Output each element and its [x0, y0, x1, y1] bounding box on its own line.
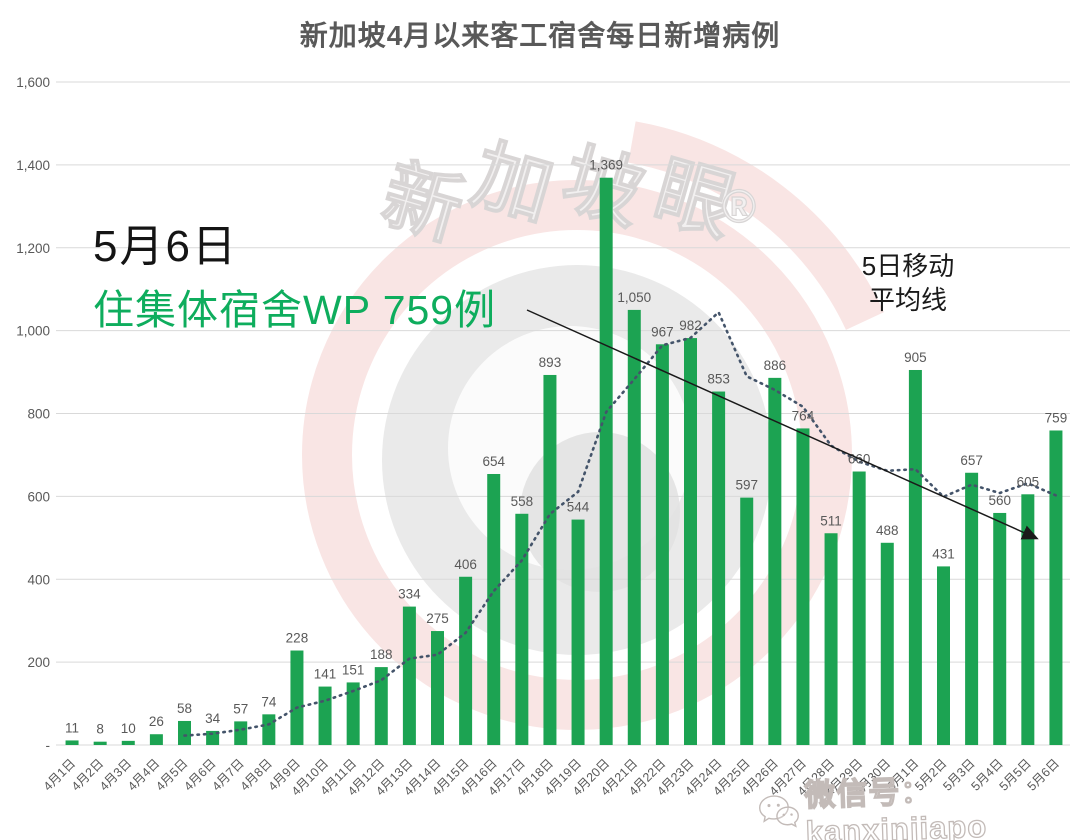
y-tick-label: 1,400	[16, 158, 50, 173]
bar	[262, 714, 276, 745]
wechat-watermark: 微信号：kanxinjiapo	[757, 760, 1080, 840]
bar-value-label: 853	[707, 372, 730, 387]
bar	[234, 721, 248, 745]
wechat-icon	[759, 794, 799, 828]
bar-value-label: 26	[149, 714, 164, 729]
bar	[768, 377, 782, 745]
bar-value-label: 886	[764, 358, 787, 373]
bar-value-label: 188	[370, 647, 393, 662]
bar-value-label: 34	[205, 711, 221, 726]
bar	[655, 344, 669, 745]
registered-mark: ®	[722, 180, 756, 232]
y-tick-label: 600	[27, 489, 50, 504]
bar	[402, 606, 416, 745]
bar-value-label: 141	[314, 667, 337, 682]
bar-value-label: 893	[539, 355, 562, 370]
bar-value-label: 8	[96, 722, 104, 737]
data-labels: 11 8 10 26 58 34 57 74 228 141 151 188 334 275 406 654 5…	[65, 158, 1067, 737]
bars	[65, 177, 1063, 745]
annotation-ma-line2: 平均线	[868, 284, 947, 315]
bar	[993, 512, 1007, 745]
bar	[824, 533, 838, 745]
bar	[459, 576, 473, 745]
bar-value-label: 74	[261, 694, 277, 709]
y-tick-label: 200	[27, 655, 50, 670]
logo-outer-arc	[628, 121, 885, 331]
bar	[121, 740, 135, 745]
bar-value-label: 1,369	[589, 158, 623, 173]
gridlines	[56, 81, 1070, 746]
bar	[1049, 430, 1063, 745]
bar-value-label: 58	[177, 701, 192, 716]
bar	[937, 566, 950, 745]
annotation-ma-line1: 5日移动	[861, 251, 955, 281]
bar	[346, 682, 360, 745]
bar	[318, 686, 332, 745]
bar	[487, 473, 501, 745]
bar	[712, 391, 726, 745]
bar-value-label: 759	[1045, 410, 1068, 425]
bar	[852, 471, 866, 745]
bar-value-label: 967	[651, 324, 674, 339]
bar-value-label: 657	[960, 453, 983, 468]
bar-value-label: 1,050	[617, 290, 651, 305]
bar-value-label: 334	[398, 587, 421, 602]
bar	[149, 734, 163, 745]
bar-value-label: 654	[482, 454, 505, 469]
annotation-date: 5月6日	[93, 222, 238, 271]
bar	[1021, 494, 1035, 745]
bar	[374, 667, 388, 745]
chart-title: 新加坡4月以来客工宿舍每日新增病例	[299, 20, 781, 51]
moving-average-polyline	[183, 310, 1058, 737]
bar	[796, 428, 810, 745]
bar-value-label: 406	[454, 557, 477, 572]
bar-value-label: 488	[876, 523, 899, 538]
bar-value-label: 57	[233, 701, 248, 716]
y-tick-label: 400	[27, 572, 50, 587]
bar	[543, 374, 557, 745]
bar	[93, 741, 107, 745]
bar	[571, 519, 585, 745]
bar-value-label: 764	[792, 408, 815, 423]
y-tick-label: 1,600	[16, 75, 50, 90]
bar-value-label: 11	[65, 720, 79, 735]
bar-value-label: 605	[1017, 474, 1040, 489]
annotation-moving-average-label: 5日移动 平均线	[838, 250, 978, 318]
bar-value-label: 151	[342, 662, 365, 677]
bar-value-label: 558	[511, 494, 534, 509]
bar-value-label: 560	[988, 493, 1011, 508]
trend-arrow-line	[526, 309, 1039, 540]
bar	[431, 631, 444, 745]
bar-value-label: 431	[932, 546, 955, 561]
bar	[965, 472, 979, 745]
y-tick-label: 1,200	[16, 241, 50, 256]
bar-value-label: 10	[121, 721, 136, 736]
bar	[740, 497, 754, 745]
bar-value-label: 275	[426, 611, 449, 626]
bar-value-label: 544	[567, 500, 590, 515]
y-tick-label: -	[46, 738, 51, 753]
bar	[627, 309, 641, 745]
annotation-highlight: 住集体宿舍WP 759例	[93, 287, 497, 333]
bar	[908, 369, 922, 745]
bar	[684, 338, 697, 745]
bar-value-label: 905	[904, 350, 927, 365]
bar	[515, 513, 529, 745]
bar	[65, 740, 79, 745]
bar-value-label: 597	[735, 478, 758, 493]
wechat-watermark-text: 微信号：kanxinjiapo	[803, 773, 988, 840]
bar-value-label: 228	[286, 631, 309, 646]
y-tick-label: 1,000	[16, 324, 50, 339]
bar-value-label: 982	[679, 318, 702, 333]
bar-value-label: 511	[820, 513, 842, 528]
bar	[178, 720, 191, 745]
trend-arrow	[526, 309, 1039, 540]
y-tick-label: 800	[27, 407, 50, 422]
bar	[880, 542, 894, 745]
moving-average-line	[183, 310, 1058, 737]
bar	[599, 177, 613, 745]
bar	[290, 650, 304, 745]
